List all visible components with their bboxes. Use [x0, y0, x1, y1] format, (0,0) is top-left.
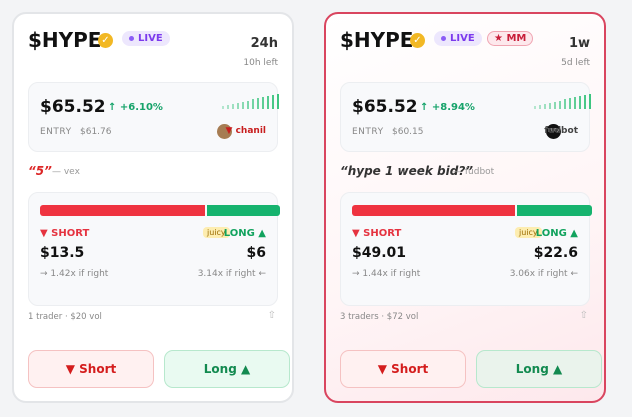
sparkline-bar: [237, 102, 239, 109]
juicy-badge: juicy: [203, 227, 230, 238]
time-left: 10h left: [243, 58, 278, 68]
sparkline-bar: [559, 100, 561, 109]
ticker: $HYPE: [28, 28, 102, 52]
stats: 1 trader · $20 vol: [28, 312, 102, 322]
price-box: $65.52 ↑ +8.94% ENTRY $60.15 FUD fudbot: [340, 82, 591, 152]
entry-price: $61.76: [80, 127, 112, 137]
verified-badge: ✓: [98, 33, 113, 48]
quote: “hype 1 week bid?”: [340, 164, 474, 178]
live-dot: [441, 35, 446, 41]
long-pool: $22.6: [533, 245, 578, 261]
pool-bar: [352, 205, 592, 216]
sparkline-bar: [569, 98, 571, 109]
short-button[interactable]: ▼ Short: [340, 350, 466, 388]
quote-author: — vex: [52, 167, 80, 177]
sparkline-bar: [539, 104, 541, 109]
sparkline-bar: [589, 93, 591, 109]
long-label: LONG ▲: [535, 228, 578, 239]
live-badge: LIVE: [122, 31, 170, 46]
pool-bar: [40, 205, 280, 216]
long-button[interactable]: Long ▲: [476, 350, 602, 388]
short-payout: → 1.44x if right: [352, 269, 421, 279]
sparkline-bar: [534, 106, 536, 109]
creator-avatar: [217, 124, 232, 139]
live-dot: [129, 35, 134, 41]
live-text: LIVE: [138, 33, 163, 44]
short-payout: → 1.42x if right: [40, 269, 109, 279]
sparkline-bar: [232, 103, 234, 109]
sparkline-bar: [242, 101, 244, 109]
sparkline-bar: [574, 97, 576, 109]
short-label: ▼ SHORT: [352, 228, 402, 239]
live-badge: LIVE: [434, 31, 482, 46]
sparkline-bar: [564, 99, 566, 109]
sparkline-bar: [227, 104, 229, 109]
long-label: LONG ▲: [223, 228, 266, 239]
creator-name: ▼ chanil: [225, 126, 266, 136]
sparkline-bar: [549, 102, 551, 109]
long-pool-bar: [207, 205, 280, 216]
live-text: LIVE: [450, 33, 475, 44]
price-change: ↑ +6.10%: [108, 102, 163, 113]
short-pool: $49.01: [352, 245, 407, 261]
ticker: $HYPE: [340, 28, 414, 52]
share-icon[interactable]: ⇧: [267, 310, 276, 321]
long-button[interactable]: Long ▲: [164, 350, 290, 388]
creator-avatar: FUD: [546, 124, 561, 139]
price-box: $65.52 ↑ +6.10% ENTRY $61.76 ▼ chanil: [28, 82, 279, 152]
verified-badge: ✓: [410, 33, 425, 48]
sparkline-bar: [579, 96, 581, 109]
long-payout: 3.06x if right ←: [509, 269, 578, 279]
pool-box: ▼ SHORT juicy LONG ▲ $49.01 $22.6 → 1.44x if …: [340, 192, 592, 306]
short-label: ▼ SHORT: [40, 228, 90, 239]
price-change: ↑ +8.94%: [420, 102, 475, 113]
price: $65.52: [352, 97, 418, 117]
short-button[interactable]: ▼ Short: [28, 350, 154, 388]
quote-author: — fudbot: [453, 167, 495, 177]
price: $65.52: [40, 97, 106, 117]
sparkline-bar: [584, 95, 586, 109]
market-card[interactable]: $HYPE ✓ LIVE ★ MM 1w 5d left $65.52 ↑ +8.94% ENT…: [324, 12, 606, 403]
stats: 3 traders · $72 vol: [340, 312, 419, 322]
mm-badge: ★ MM: [487, 31, 534, 46]
duration: 1w: [568, 36, 590, 51]
short-pool-bar: [40, 205, 206, 216]
sparkline-bar: [544, 103, 546, 109]
quote: “5”: [28, 164, 52, 178]
entry-label: ENTRY: [352, 127, 384, 137]
sparkline-bar: [252, 99, 254, 109]
time-left: 5d left: [561, 58, 590, 68]
sparkline-bar: [247, 100, 249, 109]
long-pool-bar: [517, 205, 592, 216]
sparkline-bar: [222, 106, 224, 109]
sparkline-bar: [257, 98, 259, 109]
entry-label: ENTRY: [40, 127, 72, 137]
sparkline-bar: [277, 93, 279, 109]
sparkline-bar: [262, 97, 264, 109]
short-pool: $13.5: [40, 245, 85, 261]
share-icon[interactable]: ⇧: [579, 310, 588, 321]
creator-name: fudbot: [544, 126, 578, 136]
long-payout: 3.14x if right ←: [197, 269, 266, 279]
entry-price: $60.15: [392, 127, 424, 137]
long-pool: $6: [246, 245, 266, 261]
juicy-badge: juicy: [515, 227, 542, 238]
short-pool-bar: [352, 205, 516, 216]
pool-box: ▼ SHORT juicy LONG ▲ $13.5 $6 → 1.42x if righ…: [28, 192, 280, 306]
sparkline-bar: [272, 95, 274, 109]
sparkline-bar: [267, 96, 269, 109]
market-card[interactable]: $HYPE ✓ LIVE 24h 10h left $65.52 ↑ +6.10% ENTRY…: [12, 12, 294, 403]
sparkline-bar: [554, 101, 556, 109]
duration: 24h: [250, 36, 278, 51]
